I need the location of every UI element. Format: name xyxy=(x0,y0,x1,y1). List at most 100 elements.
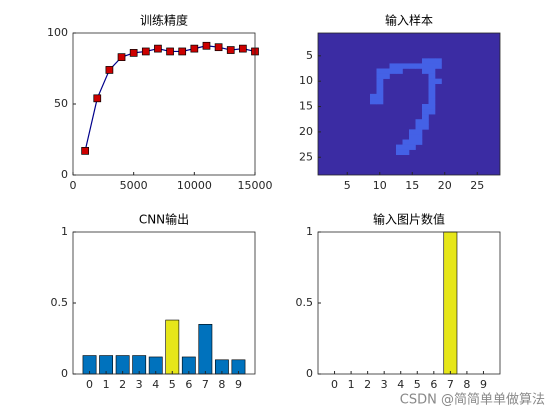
pixel xyxy=(402,139,410,145)
x-tick-label: 5 xyxy=(169,378,176,391)
x-tick-label: 8 xyxy=(218,378,225,391)
chart-title: CNN输出 xyxy=(139,212,189,227)
x-tick-label: 5000 xyxy=(120,179,148,192)
x-tick-label: 3 xyxy=(381,378,388,391)
marker xyxy=(81,147,89,155)
y-tick-label: 0.5 xyxy=(51,296,69,309)
pixel xyxy=(428,83,436,90)
y-tick-label: 15 xyxy=(299,100,313,113)
marker xyxy=(202,41,211,50)
x-tick-label: 6 xyxy=(430,378,437,391)
pixel xyxy=(415,129,423,135)
y-tick-label: 20 xyxy=(299,125,313,138)
pixel xyxy=(376,83,384,90)
pixel xyxy=(383,68,390,74)
pixel xyxy=(422,63,429,69)
pixel xyxy=(396,144,403,150)
x-tick-label: 6 xyxy=(185,378,192,391)
pixel xyxy=(376,93,384,100)
pixel xyxy=(396,63,403,69)
pixel xyxy=(409,144,416,150)
pixel xyxy=(428,58,436,64)
marker xyxy=(117,53,126,61)
pixel xyxy=(376,78,384,85)
x-tick-label: 9 xyxy=(235,378,242,391)
pixel xyxy=(428,78,436,85)
chart-title: 输入图片数值 xyxy=(373,212,445,227)
y-tick-label: 1 xyxy=(61,225,68,238)
x-tick-label: 25 xyxy=(470,179,484,192)
x-tick-label: 2 xyxy=(364,378,371,391)
pixel xyxy=(415,63,423,69)
bar xyxy=(198,323,213,375)
pixel xyxy=(402,149,410,156)
y-tick-label: 5 xyxy=(306,49,313,62)
x-tick-label: 15 xyxy=(405,179,419,192)
x-tick-label: 2 xyxy=(119,378,126,391)
pixel xyxy=(428,88,436,95)
x-tick-label: 7 xyxy=(447,378,454,391)
pixel xyxy=(435,58,442,64)
marker xyxy=(239,44,247,53)
pixel xyxy=(428,98,436,105)
marker xyxy=(166,47,174,56)
x-tick-label: 1 xyxy=(103,378,110,391)
x-tick-label: 5 xyxy=(414,378,421,391)
x-tick-label: 4 xyxy=(397,378,404,391)
pixel xyxy=(422,119,429,125)
pixel xyxy=(435,63,442,69)
y-tick-label: 0 xyxy=(61,168,68,181)
y-tick-label: 100 xyxy=(47,26,68,39)
x-tick-label: 0 xyxy=(86,378,93,391)
pixel xyxy=(402,63,410,69)
pixel xyxy=(422,124,429,130)
x-tick-label: 10 xyxy=(373,179,387,192)
marker xyxy=(214,43,223,52)
pixel xyxy=(428,63,436,69)
y-tick-label: 0 xyxy=(61,367,68,380)
pixel xyxy=(376,98,384,105)
pixel xyxy=(415,139,423,145)
pixel xyxy=(422,68,429,74)
pixel xyxy=(422,109,429,115)
x-tick-label: 0 xyxy=(331,378,338,391)
pixel xyxy=(422,114,429,120)
x-tick-label: 10000 xyxy=(177,179,212,192)
pixel xyxy=(428,68,436,74)
marker xyxy=(226,46,235,54)
x-tick-label: 8 xyxy=(463,378,470,391)
x-tick-label: 9 xyxy=(480,378,487,391)
pixel xyxy=(422,104,429,110)
pixel xyxy=(415,124,423,130)
pixel xyxy=(428,73,436,79)
y-tick-label: 0 xyxy=(306,367,313,380)
x-tick-label: 3 xyxy=(136,378,143,391)
x-tick-label: 0 xyxy=(70,179,77,192)
pixel xyxy=(383,73,390,79)
pixel xyxy=(428,104,436,110)
pixel xyxy=(376,73,384,79)
pixel xyxy=(370,98,377,105)
bar xyxy=(165,319,180,375)
pixel xyxy=(389,63,397,69)
pixel xyxy=(428,93,436,100)
pixel xyxy=(402,144,410,150)
x-tick-label: 5 xyxy=(344,179,351,192)
marker xyxy=(129,49,138,57)
pixel xyxy=(396,68,403,74)
marker xyxy=(93,94,102,103)
x-tick-label: 15000 xyxy=(238,179,273,192)
watermark: CSDN @简简单单做算法 xyxy=(400,392,545,408)
x-tick-label: 7 xyxy=(202,378,209,391)
marker xyxy=(190,44,199,53)
pixel xyxy=(389,68,397,74)
pixel xyxy=(415,119,423,125)
pixel xyxy=(409,134,416,140)
bar xyxy=(443,231,458,375)
pixel xyxy=(422,58,429,64)
pixel xyxy=(396,149,403,156)
marker xyxy=(141,47,150,56)
x-tick-label: 4 xyxy=(152,378,159,391)
pixel xyxy=(376,88,384,95)
